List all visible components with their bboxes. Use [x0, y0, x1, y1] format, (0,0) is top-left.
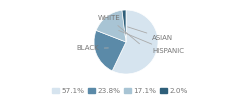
Text: HISPANIC: HISPANIC [119, 30, 184, 54]
Wedge shape [122, 10, 126, 42]
Wedge shape [112, 10, 158, 74]
Wedge shape [96, 10, 126, 42]
Text: BLACK: BLACK [76, 45, 108, 51]
Wedge shape [94, 30, 126, 71]
Text: WHITE: WHITE [97, 15, 139, 44]
Legend: 57.1%, 23.8%, 17.1%, 2.0%: 57.1%, 23.8%, 17.1%, 2.0% [50, 85, 190, 97]
Text: ASIAN: ASIAN [128, 27, 173, 41]
